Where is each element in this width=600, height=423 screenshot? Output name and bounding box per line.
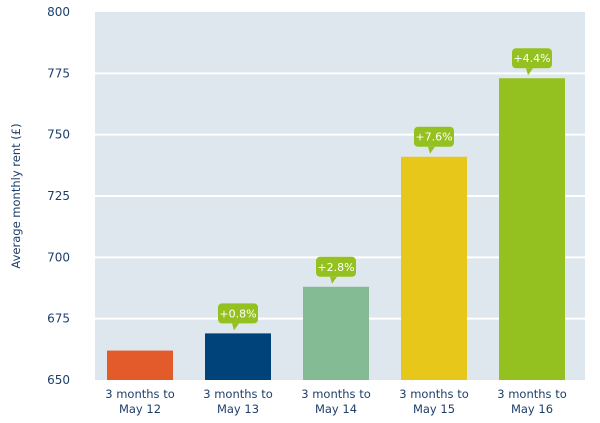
y-tick-label: 675 [47,312,70,326]
data-label-callout: +7.6% [414,126,454,154]
x-category-label: 3 months to [301,387,371,401]
y-tick-label: 775 [47,66,70,80]
x-category-label: 3 months to [399,387,469,401]
data-label-callout: +4.4% [512,48,552,76]
y-tick-label: 800 [47,5,70,19]
bar [303,286,369,380]
y-tick-label: 650 [47,373,70,387]
x-category-label: May 12 [119,402,161,416]
callout-box [316,256,356,277]
x-category-label: 3 months to [203,387,273,401]
x-category-label: May 15 [413,402,455,416]
data-label-callout: +0.8% [218,303,258,331]
x-category-label: May 16 [511,402,553,416]
x-category-label: May 13 [217,402,259,416]
callout-pointer [330,276,337,284]
bar [107,350,173,380]
callout-box [218,303,258,324]
x-category-label: May 14 [315,402,357,416]
callout-box [512,48,552,69]
x-category-label: 3 months to [105,387,175,401]
bar [499,78,565,381]
bar [205,333,271,380]
bar [401,156,467,380]
data-label: +0.8% [219,307,256,320]
data-label: +7.6% [415,131,452,144]
callout-pointer [428,146,435,154]
data-label: +4.4% [513,52,550,65]
y-axis-label: Average monthly rent (£) [9,123,23,268]
y-tick-label: 700 [47,250,70,264]
y-tick-label: 750 [47,128,70,142]
callout-pointer [526,68,533,76]
data-label-callout: +2.8% [316,256,356,284]
x-category-label: 3 months to [497,387,567,401]
callout-box [414,126,454,147]
data-label: +2.8% [317,261,354,274]
y-tick-label: 725 [47,189,70,203]
callout-pointer [232,323,239,331]
